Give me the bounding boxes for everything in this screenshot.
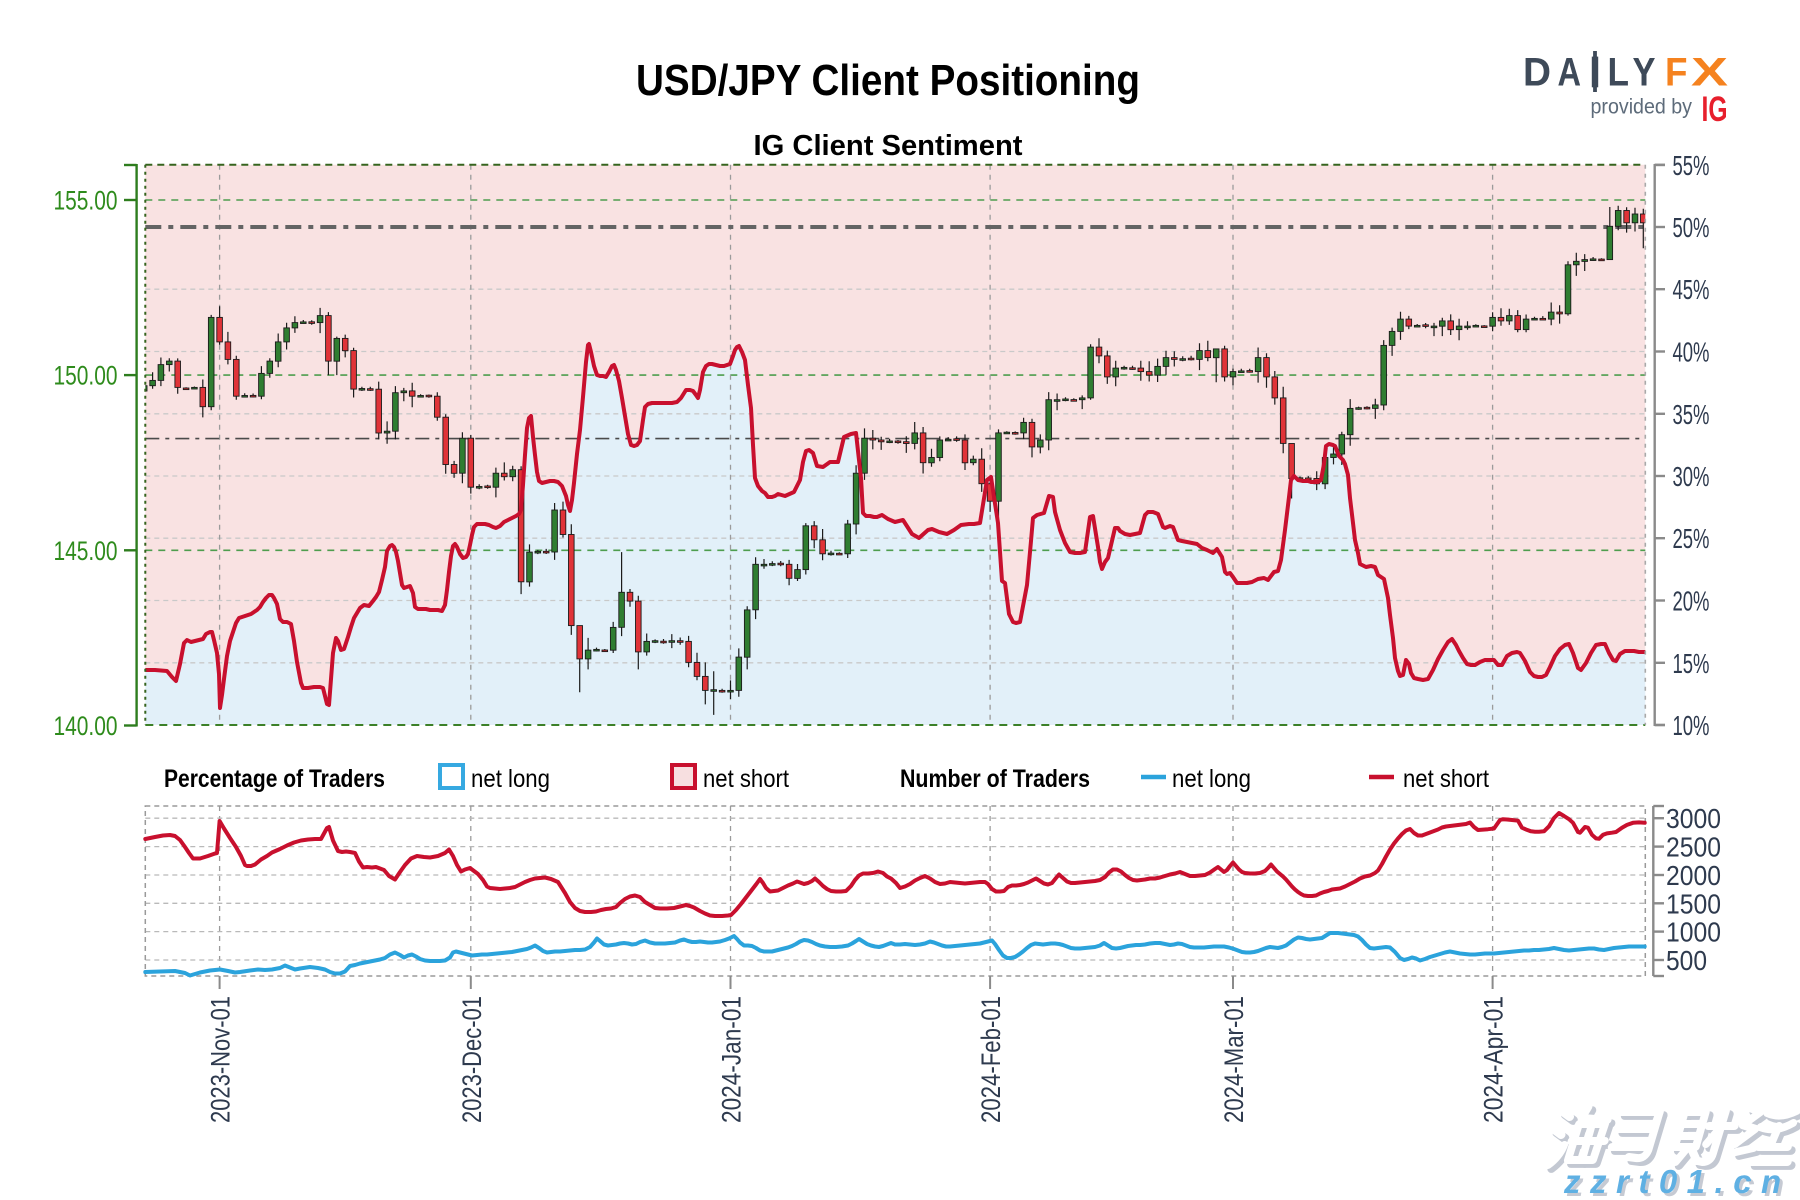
svg-text:10%: 10% — [1673, 710, 1710, 741]
svg-text:provided by: provided by — [1591, 95, 1693, 119]
svg-text:15%: 15% — [1673, 648, 1710, 679]
svg-text:2500: 2500 — [1666, 832, 1721, 863]
svg-text:Number of Traders: Number of Traders — [900, 765, 1090, 793]
svg-text:net short: net short — [703, 765, 789, 793]
svg-text:Y: Y — [1633, 51, 1656, 95]
svg-text:500: 500 — [1666, 945, 1707, 976]
svg-text:145.00: 145.00 — [54, 536, 118, 566]
svg-text:D: D — [1523, 51, 1551, 95]
svg-text:net short: net short — [1403, 765, 1489, 793]
svg-text:1500: 1500 — [1666, 888, 1721, 919]
svg-text:A: A — [1558, 51, 1582, 95]
svg-text:40%: 40% — [1673, 337, 1710, 368]
svg-text:2023-Dec-01: 2023-Dec-01 — [457, 996, 487, 1123]
svg-text:F: F — [1665, 51, 1688, 95]
svg-text:net long: net long — [1172, 765, 1251, 793]
svg-text:L: L — [1608, 51, 1630, 95]
svg-text:IG Client Sentiment: IG Client Sentiment — [754, 130, 1023, 162]
svg-text:25%: 25% — [1673, 523, 1710, 554]
svg-text:55%: 55% — [1673, 150, 1710, 181]
svg-text:30%: 30% — [1673, 461, 1710, 492]
svg-text:1000: 1000 — [1666, 917, 1721, 948]
svg-text:2024-Feb-01: 2024-Feb-01 — [976, 996, 1006, 1123]
svg-text:35%: 35% — [1673, 399, 1710, 430]
svg-text:net long: net long — [471, 765, 550, 793]
svg-text:IG: IG — [1702, 90, 1728, 129]
svg-text:50%: 50% — [1673, 212, 1710, 243]
svg-text:2024-Jan-01: 2024-Jan-01 — [717, 996, 747, 1123]
svg-text:zzrt01.cn: zzrt01.cn — [1563, 1163, 1791, 1200]
svg-text:20%: 20% — [1673, 586, 1710, 617]
svg-text:2023-Nov-01: 2023-Nov-01 — [206, 996, 236, 1123]
svg-text:Percentage of Traders: Percentage of Traders — [164, 765, 385, 793]
svg-text:2024-Mar-01: 2024-Mar-01 — [1219, 996, 1249, 1123]
svg-text:zzrt01.cn: zzrt01.cn — [1566, 1166, 1794, 1200]
svg-text:USD/JPY Client Positioning: USD/JPY Client Positioning — [636, 56, 1140, 105]
svg-text:45%: 45% — [1673, 274, 1710, 305]
svg-text:2000: 2000 — [1666, 860, 1721, 891]
svg-text:140.00: 140.00 — [54, 711, 118, 741]
svg-text:3000: 3000 — [1666, 803, 1721, 834]
svg-text:X: X — [1691, 51, 1728, 95]
svg-text:2024-Apr-01: 2024-Apr-01 — [1479, 996, 1509, 1123]
svg-text:150.00: 150.00 — [54, 361, 118, 391]
svg-text:155.00: 155.00 — [54, 186, 118, 216]
